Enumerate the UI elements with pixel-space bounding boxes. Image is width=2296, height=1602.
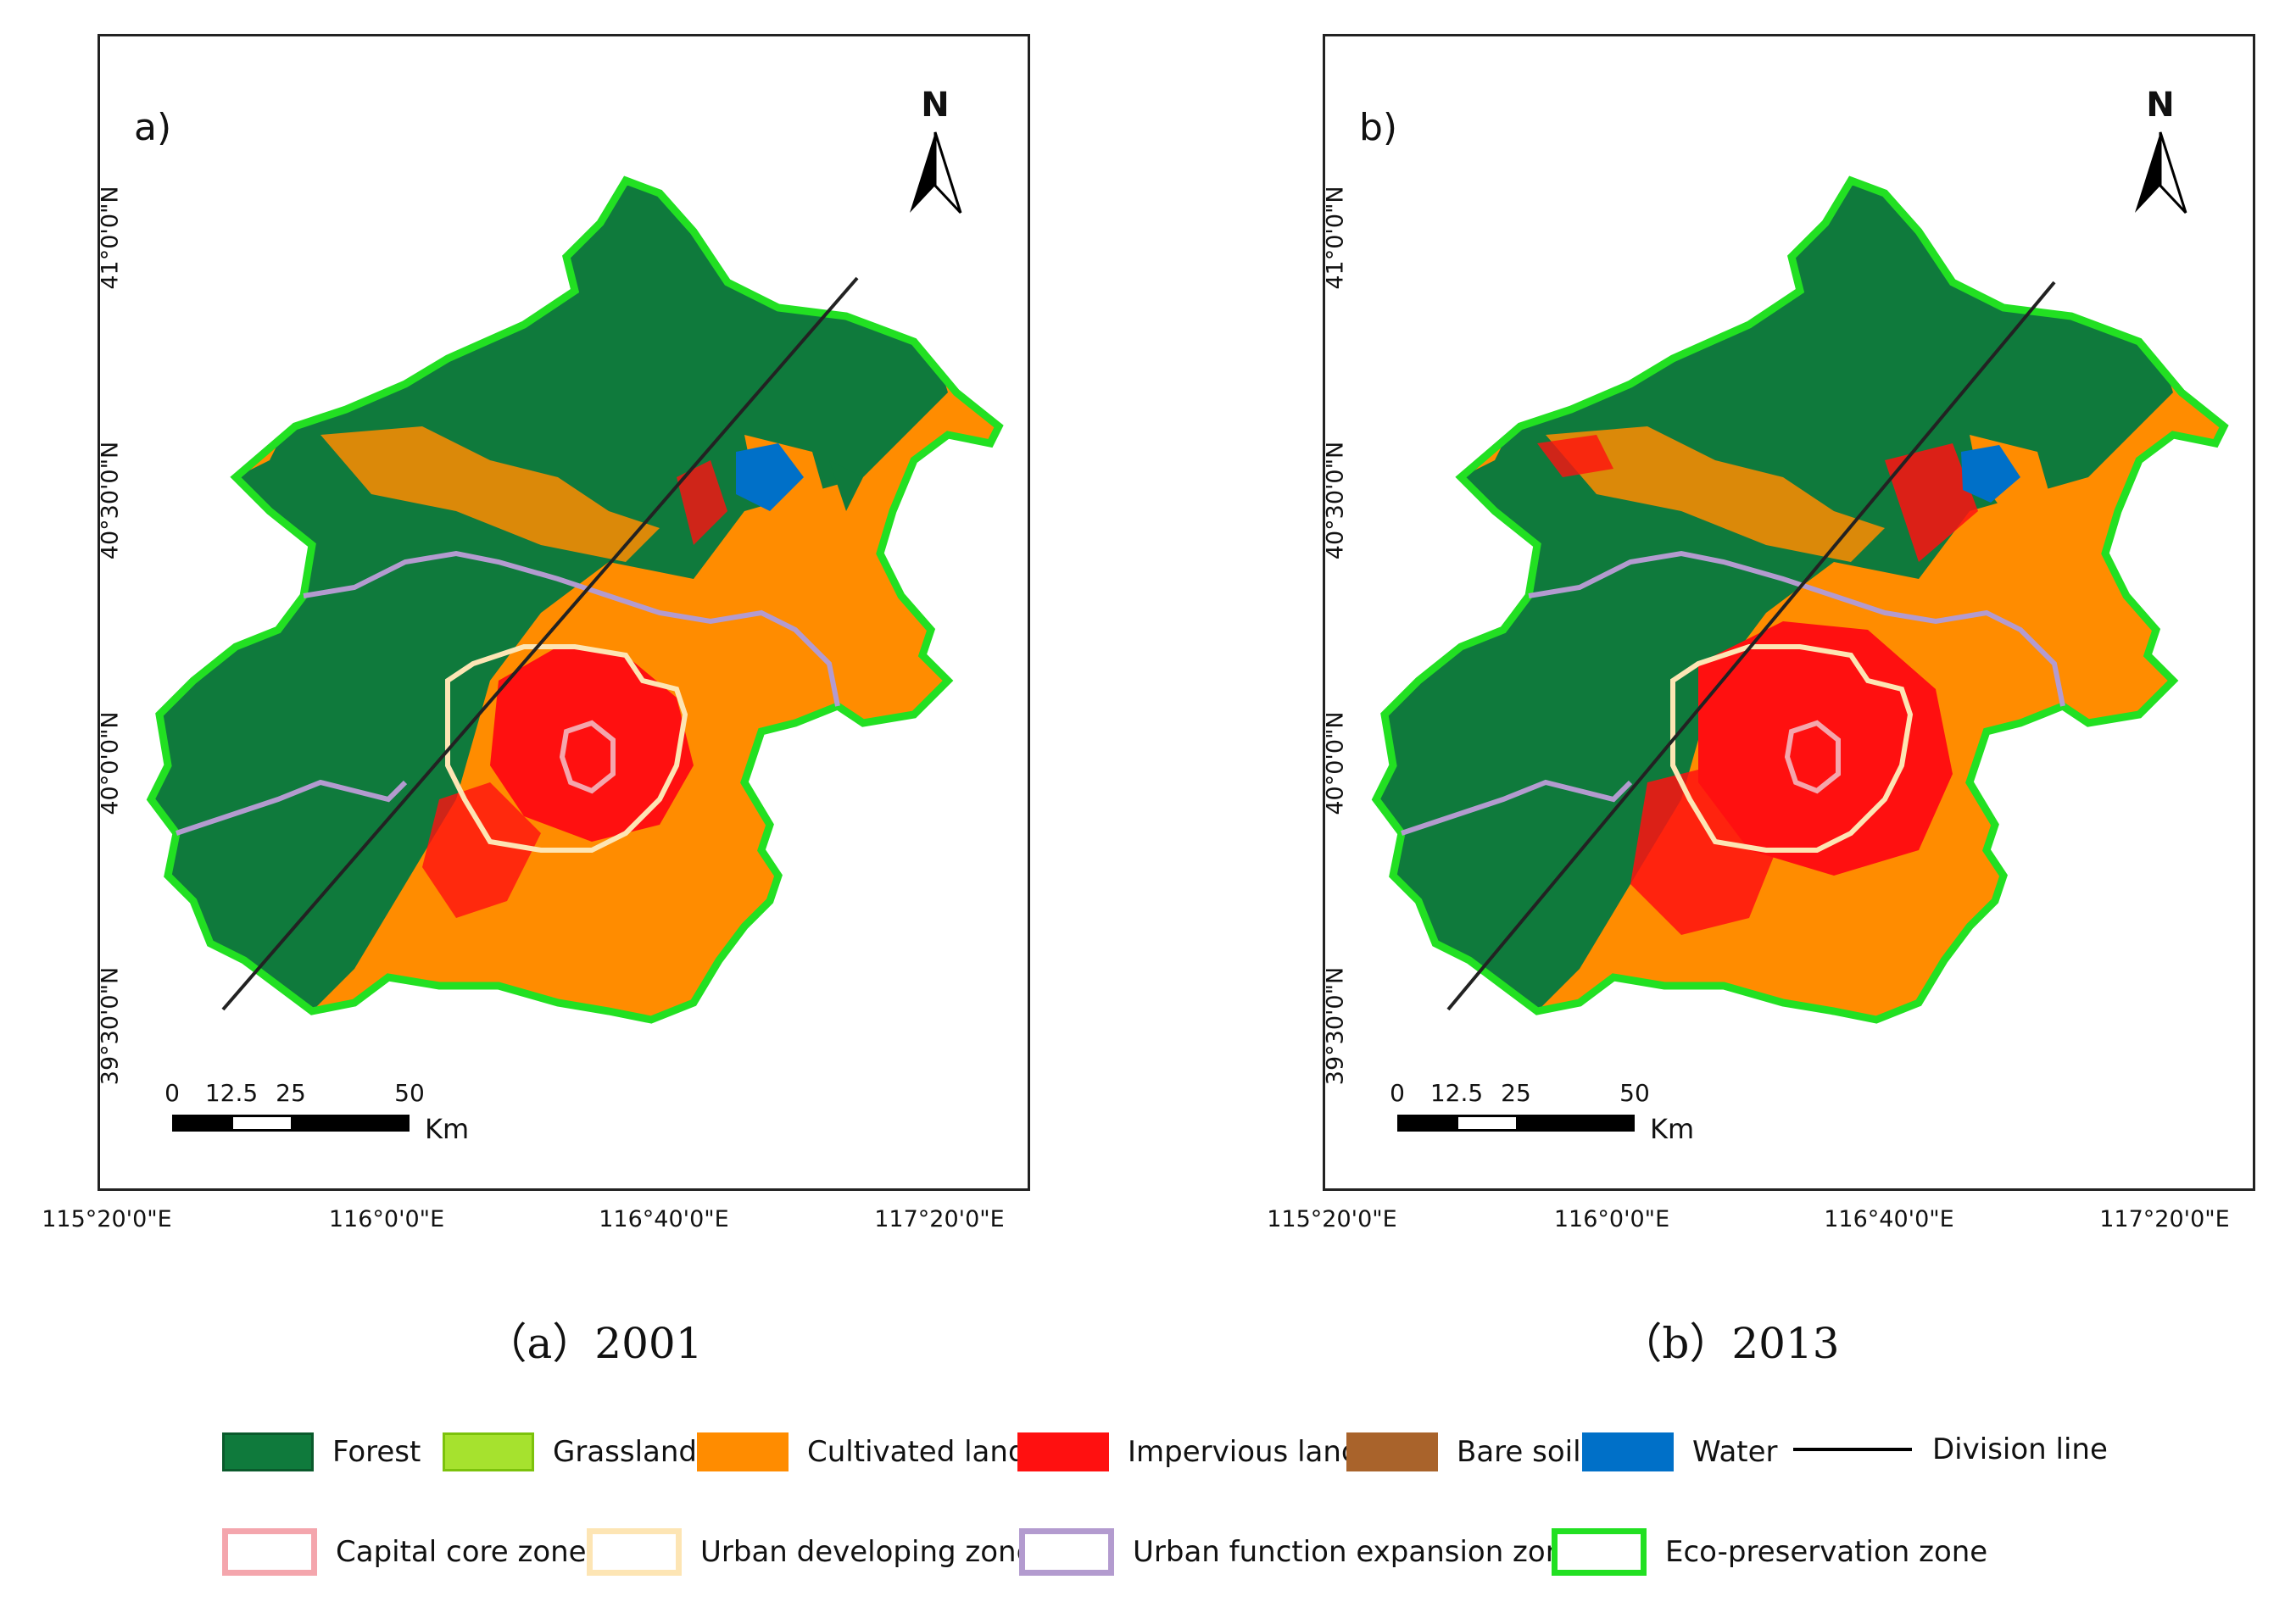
legend-item-urban-developing-zone: Urban developing zone [587, 1528, 1034, 1576]
legend-label: Capital core zone [336, 1535, 587, 1569]
land-cover-map-2001 [100, 36, 1033, 1193]
lat-label-39-30: 39°30'0"N [1322, 966, 1349, 1086]
land-cover-map-2013 [1325, 36, 2258, 1193]
scale-bar: 0 12.5 25 50 Km [1390, 1079, 1736, 1172]
legend-item-bare-soil: Bare soil [1346, 1432, 1581, 1471]
bare-soil-swatch [1346, 1432, 1438, 1471]
legend-item-grassland: Grassland [443, 1432, 697, 1471]
legend-item-forest: Forest [222, 1432, 421, 1471]
panel-label: a) [134, 106, 172, 149]
grassland-swatch [443, 1432, 534, 1471]
scale-tick: 12.5 [204, 1079, 259, 1107]
scale-tick: 0 [1390, 1079, 1405, 1107]
lon-label-116: 116°0'0"E [328, 1206, 445, 1232]
map-panel-2001: a) N 41°0'0"N 40°30'0"N 40°0'0"N 39°30'0… [42, 34, 1033, 1232]
scale-tick: 0 [164, 1079, 180, 1107]
legend-item-cultivated-land: Cultivated land [697, 1432, 1027, 1471]
scale-tick: 12.5 [1429, 1079, 1484, 1107]
caption-2013: （b）2013 [1619, 1319, 1840, 1368]
scale-tick: 25 [1501, 1079, 1531, 1107]
urban-function-expansion-zone-swatch [1019, 1528, 1114, 1576]
cultivated-land-swatch [697, 1432, 789, 1471]
scale-tick: 50 [1619, 1079, 1650, 1107]
lon-label-115-20: 115°20'0"E [42, 1206, 172, 1232]
urban-developing-zone-swatch [587, 1528, 682, 1576]
legend-land-cover: Forest Grassland Cultivated land Impervi… [0, 1432, 2296, 1500]
legend-label: Forest [332, 1435, 421, 1469]
legend-label: Impervious land [1128, 1435, 1360, 1469]
legend-label: Urban function expansion zone [1133, 1535, 1582, 1569]
north-letter: N [921, 86, 950, 125]
impervious-land-swatch [1017, 1432, 1109, 1471]
lat-label-40: 40°0'0"N [1322, 711, 1349, 815]
lon-label-116-40: 116°40'0"E [599, 1206, 729, 1232]
legend-item-water: Water [1582, 1432, 1778, 1471]
legend-label: Urban developing zone [700, 1535, 1034, 1569]
legend-label: Division line [1932, 1432, 2108, 1466]
lat-label-41: 41°0'0"N [1322, 186, 1349, 290]
eco-preservation-zone-swatch [1552, 1528, 1647, 1576]
legend-label: Water [1692, 1435, 1778, 1469]
north-arrow-icon: N [897, 86, 973, 221]
lat-label-40: 40°0'0"N [97, 711, 124, 815]
legend-label: Cultivated land [807, 1435, 1027, 1469]
legend-item-urban-function-expansion-zone: Urban function expansion zone [1019, 1528, 1581, 1576]
scale-bar-graphic [1397, 1115, 1635, 1132]
lat-label-39-30: 39°30'0"N [97, 966, 124, 1086]
division-line-swatch [1793, 1448, 1912, 1451]
scale-unit: Km [1650, 1113, 1695, 1145]
map-panel-2013: b) N 41°0'0"N 40°30'0"N 40°0'0"N 39°30'0… [1267, 34, 2258, 1232]
lon-label-116-40: 116°40'0"E [1824, 1206, 1954, 1232]
scale-tick: 25 [276, 1079, 306, 1107]
legend-item-capital-core-zone: Capital core zone [222, 1528, 587, 1576]
water-swatch [1582, 1432, 1674, 1471]
legend-item-eco-preservation-zone: Eco-preservation zone [1552, 1528, 1987, 1576]
scale-bar-graphic [172, 1115, 410, 1132]
lat-label-41: 41°0'0"N [97, 186, 124, 290]
legend-item-division-line: Division line [1793, 1432, 2108, 1466]
legend-label: Bare soil [1457, 1435, 1581, 1469]
caption-2001: （a）2001 [484, 1319, 703, 1368]
legend-label: Eco-preservation zone [1665, 1535, 1988, 1569]
scale-bar: 0 12.5 25 50 Km [164, 1079, 511, 1172]
scale-tick: 50 [394, 1079, 425, 1107]
north-letter: N [2146, 86, 2175, 125]
lon-label-115-20: 115°20'0"E [1267, 1206, 1397, 1232]
scale-unit: Km [425, 1113, 470, 1145]
panel-label: b) [1359, 106, 1398, 149]
forest-swatch [222, 1432, 314, 1471]
lat-label-40-30: 40°30'0"N [1322, 441, 1349, 560]
lon-label-117-20: 117°20'0"E [874, 1206, 1005, 1232]
legend-label: Grassland [553, 1435, 697, 1469]
capital-core-zone-swatch [222, 1528, 317, 1576]
legend-item-impervious-land: Impervious land [1017, 1432, 1359, 1471]
lon-label-116: 116°0'0"E [1553, 1206, 1670, 1232]
north-arrow-icon: N [2122, 86, 2198, 221]
lat-label-40-30: 40°30'0"N [97, 441, 124, 560]
lon-label-117-20: 117°20'0"E [2099, 1206, 2230, 1232]
legend-zones: Capital core zone Urban developing zone … [0, 1528, 2296, 1596]
